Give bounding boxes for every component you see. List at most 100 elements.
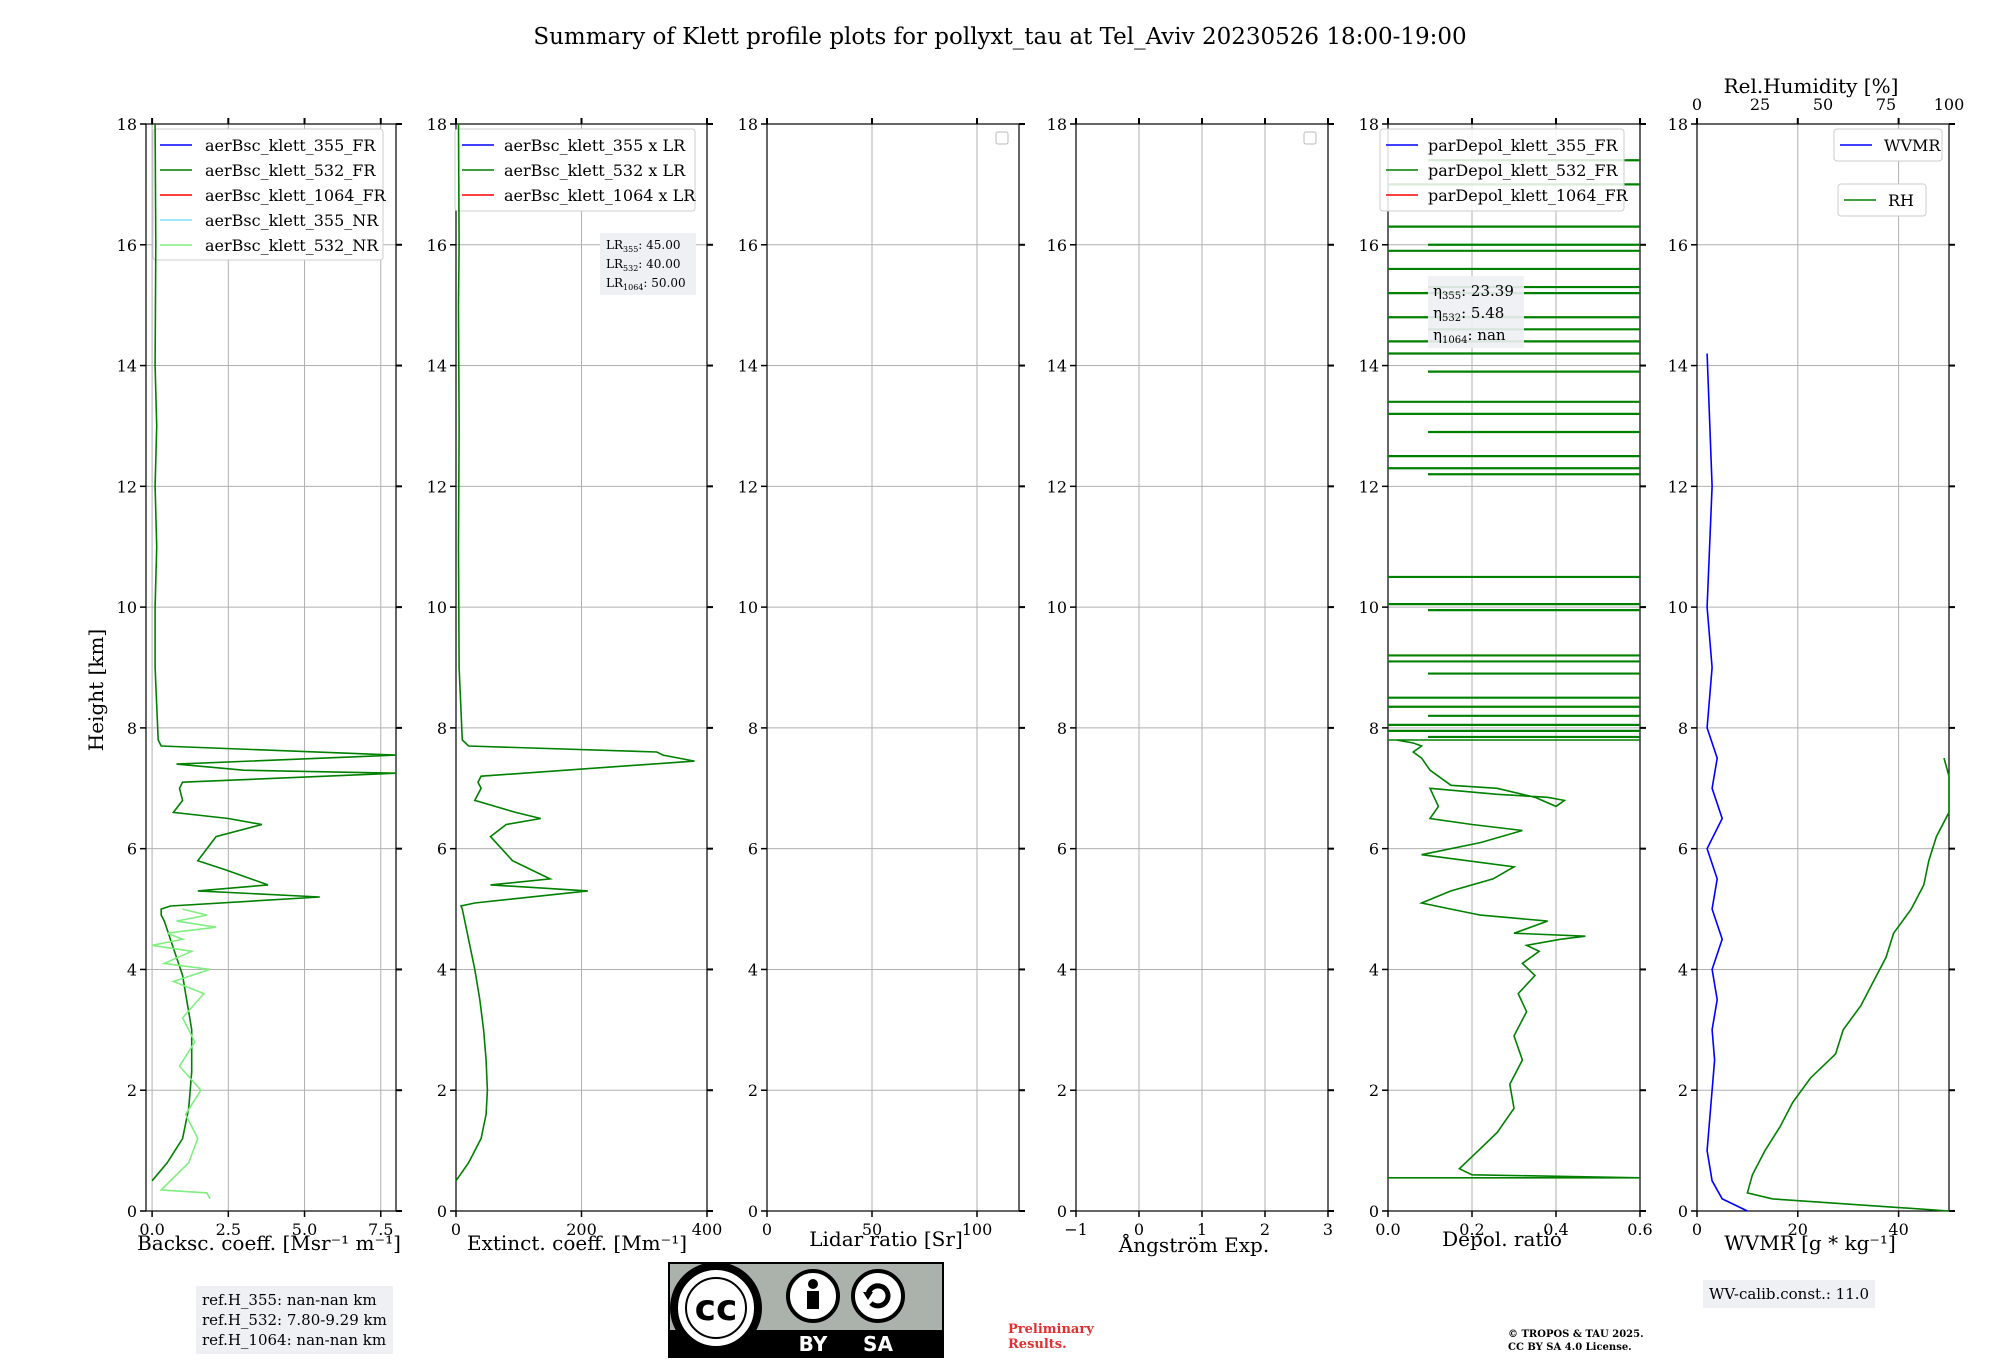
eta532-value: 5.48: [1471, 304, 1504, 322]
y-tick-label: 4: [748, 960, 758, 979]
figure-title: Summary of Klett profile plots for polly…: [533, 24, 1466, 50]
top-tick-label: 75: [1876, 95, 1896, 114]
y-tick-label: 14: [427, 357, 447, 376]
legend-item: parDepol_klett_1064_FR: [1428, 186, 1629, 205]
y-tick-label: 10: [738, 598, 758, 617]
x-tick-label: 100: [962, 1220, 993, 1239]
lr355-value: 45.00: [646, 238, 680, 252]
x-tick-label: 7.5: [368, 1220, 393, 1239]
eta-annotation: η355: 23.39 η532: 5.48 η1064: nan: [1428, 276, 1524, 348]
top-tick-label: 50: [1813, 95, 1833, 114]
series-parDepol_klett_532_FR: [1388, 739, 1641, 1179]
y-tick-label: 0: [1369, 1202, 1379, 1221]
y-tick-label: 6: [437, 840, 447, 859]
x-tick-label: 2: [1260, 1220, 1270, 1239]
wv-calib-box: WV-calib.const.: 11.0: [1703, 1280, 1876, 1308]
plot-curves: [151, 123, 1950, 1212]
legend-item: aerBsc_klett_532 x LR: [504, 161, 686, 180]
y-tick-label: 10: [117, 598, 137, 617]
legend-item: aerBsc_klett_532_FR: [205, 161, 376, 180]
cc-by-sa-badge: cc BY SA: [668, 1262, 944, 1358]
y-tick-label: 12: [738, 477, 758, 496]
y-tick-label: 0: [437, 1202, 447, 1221]
x-tick-label: 0: [762, 1220, 772, 1239]
panel-backscatter: 0 2 4 6 8 10 12 14 16 18 0.0 2.5 5.0 7.5: [117, 115, 402, 1239]
cc-text: cc: [695, 1288, 738, 1329]
x-tick-label: 400: [692, 1220, 723, 1239]
xlabel-depol: Depol. ratio: [1442, 1227, 1562, 1251]
y-tick-label: 0: [748, 1202, 758, 1221]
legend-item: RH: [1888, 191, 1914, 210]
copyright-line: CC BY SA 4.0 License.: [1508, 1342, 1632, 1353]
legend-item: WVMR: [1884, 136, 1941, 155]
series-aerBsc_klett_532_NR: [151, 908, 217, 1200]
series-RH: [1746, 757, 1950, 1212]
legend-item: aerBsc_klett_355_FR: [205, 136, 376, 155]
copyright-note: © TROPOS & TAU 2025. CC BY SA 4.0 Licens…: [1508, 1328, 1644, 1354]
x-tick-label: 3: [1323, 1220, 1333, 1239]
y-tick-label: 4: [437, 960, 447, 979]
empty-legend-angstrom: [1303, 131, 1317, 145]
y-tick-label: 16: [1359, 236, 1379, 255]
refh-1064: ref.H_1064: nan-nan km: [202, 1331, 387, 1349]
x-tick-label: 20: [1788, 1220, 1808, 1239]
y-tick-label: 16: [1668, 236, 1688, 255]
svg-text:LR532: 40.00: LR532: 40.00: [606, 257, 681, 273]
x-tick-label: 0.6: [1627, 1220, 1652, 1239]
legend-item: aerBsc_klett_532_NR: [205, 236, 379, 255]
share-alike-icon: [851, 1269, 905, 1323]
sa-label: SA: [863, 1332, 893, 1356]
legend-rh: RH: [1837, 183, 1927, 217]
y-tick-label: 8: [1057, 719, 1067, 738]
y-tick-label: 4: [1678, 960, 1688, 979]
y-tick-label: 18: [427, 115, 447, 134]
lr-annotation: LR355: 45.00 LR532: 40.00 LR1064: 50.00: [600, 233, 696, 295]
x-tick-label: 0: [451, 1220, 461, 1239]
x-tick-label: 0.0: [1375, 1220, 1400, 1239]
y-axis-label: Height [km]: [84, 629, 108, 751]
y-tick-label: 6: [1369, 840, 1379, 859]
legend-depol: parDepol_klett_355_FR parDepol_klett_532…: [1379, 128, 1629, 212]
x-tick-label: 0: [1134, 1220, 1144, 1239]
by-label: BY: [799, 1332, 828, 1356]
series-WVMR: [1706, 353, 1748, 1212]
y-tick-label: 18: [738, 115, 758, 134]
preliminary-line: Preliminary: [1008, 1322, 1094, 1337]
legend-backscatter: aerBsc_klett_355_FR aerBsc_klett_532_FR …: [152, 128, 387, 261]
legend-item: aerBsc_klett_355_NR: [205, 211, 379, 230]
preliminary-note: Preliminary Results.: [1008, 1322, 1094, 1352]
xlabel-backscatter: Backsc. coeff. [Msr⁻¹ m⁻¹]: [137, 1231, 401, 1255]
eta1064-value: nan: [1477, 326, 1506, 344]
y-tick-label: 2: [127, 1081, 137, 1100]
y-tick-label: 12: [1668, 477, 1688, 496]
y-tick-label: 14: [1047, 357, 1067, 376]
axes-frame: [1387, 123, 1641, 1212]
legend-item: parDepol_klett_532_FR: [1428, 161, 1619, 180]
y-tick-label: 6: [1057, 840, 1067, 859]
panel-extinction: 0 2 4 6 8 10 12 14 16 18 0 200 400: [427, 115, 723, 1239]
y-tick-label: 12: [1047, 477, 1067, 496]
y-tick-label: 4: [127, 960, 137, 979]
y-tick-label: 0: [127, 1202, 137, 1221]
y-tick-label: 12: [1359, 477, 1379, 496]
y-tick-label: 2: [1057, 1081, 1067, 1100]
legend-extinction: aerBsc_klett_355 x LR aerBsc_klett_532 x…: [454, 128, 696, 212]
y-tick-label: 12: [427, 477, 447, 496]
xlabel-extinction: Extinct. coeff. [Mm⁻¹]: [467, 1231, 687, 1255]
y-tick-label: 18: [1668, 115, 1688, 134]
y-tick-label: 8: [1369, 719, 1379, 738]
y-tick-label: 8: [748, 719, 758, 738]
legend-wvmr: WVMR: [1833, 128, 1943, 162]
x-tick-label: 5.0: [292, 1220, 317, 1239]
y-tick-label: 6: [1678, 840, 1688, 859]
y-tick-label: 6: [127, 840, 137, 859]
y-tick-label: 18: [1047, 115, 1067, 134]
x-tick-label: 0.2: [1459, 1220, 1484, 1239]
series-aerBsc_klett_532 x LR: [455, 123, 695, 1182]
y-tick-label: 12: [117, 477, 137, 496]
y-tick-label: 2: [1369, 1081, 1379, 1100]
top-tick-label: 0: [1692, 95, 1702, 114]
y-tick-label: 10: [1359, 598, 1379, 617]
